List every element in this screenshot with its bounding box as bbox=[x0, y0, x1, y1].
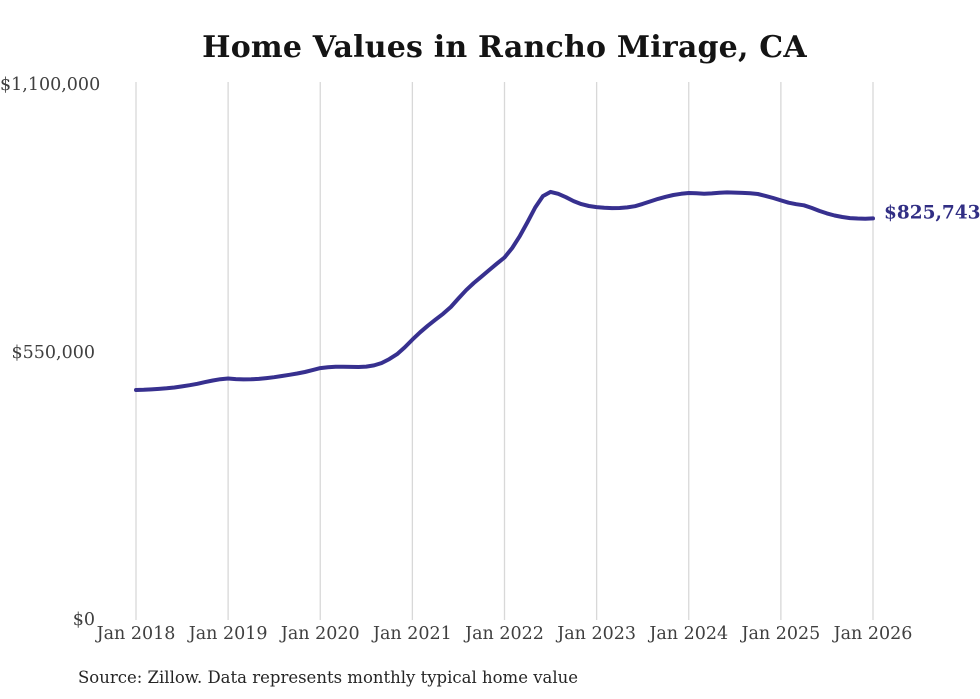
latest-value-label: $825,743 bbox=[884, 202, 980, 224]
home-value-line-series bbox=[134, 189, 875, 392]
x-axis-tick-label: Jan 2024 bbox=[649, 624, 729, 644]
x-axis-tick-label: Jan 2020 bbox=[280, 624, 360, 644]
x-axis-tick-label: Jan 2018 bbox=[96, 624, 176, 644]
x-axis-tick-label: Jan 2022 bbox=[465, 624, 544, 644]
x-axis-tick-label: Jan 2023 bbox=[557, 624, 637, 644]
x-axis-tick-label: Jan 2025 bbox=[741, 624, 821, 644]
chart-title: Home Values in Rancho Mirage, CA bbox=[202, 30, 807, 65]
y-axis-tick-label: $0 bbox=[72, 610, 95, 630]
y-axis-tick-label: $550,000 bbox=[11, 342, 95, 363]
x-axis-tick-label: Jan 2019 bbox=[188, 624, 268, 644]
vertical-gridlines bbox=[135, 82, 874, 620]
x-axis-tick-label: Jan 2026 bbox=[833, 624, 913, 644]
source-note: Source: Zillow. Data represents monthly … bbox=[78, 668, 579, 687]
x-axis-tick-label: Jan 2021 bbox=[372, 624, 452, 644]
y-axis-tick-label: $1,100,000 bbox=[0, 75, 101, 95]
